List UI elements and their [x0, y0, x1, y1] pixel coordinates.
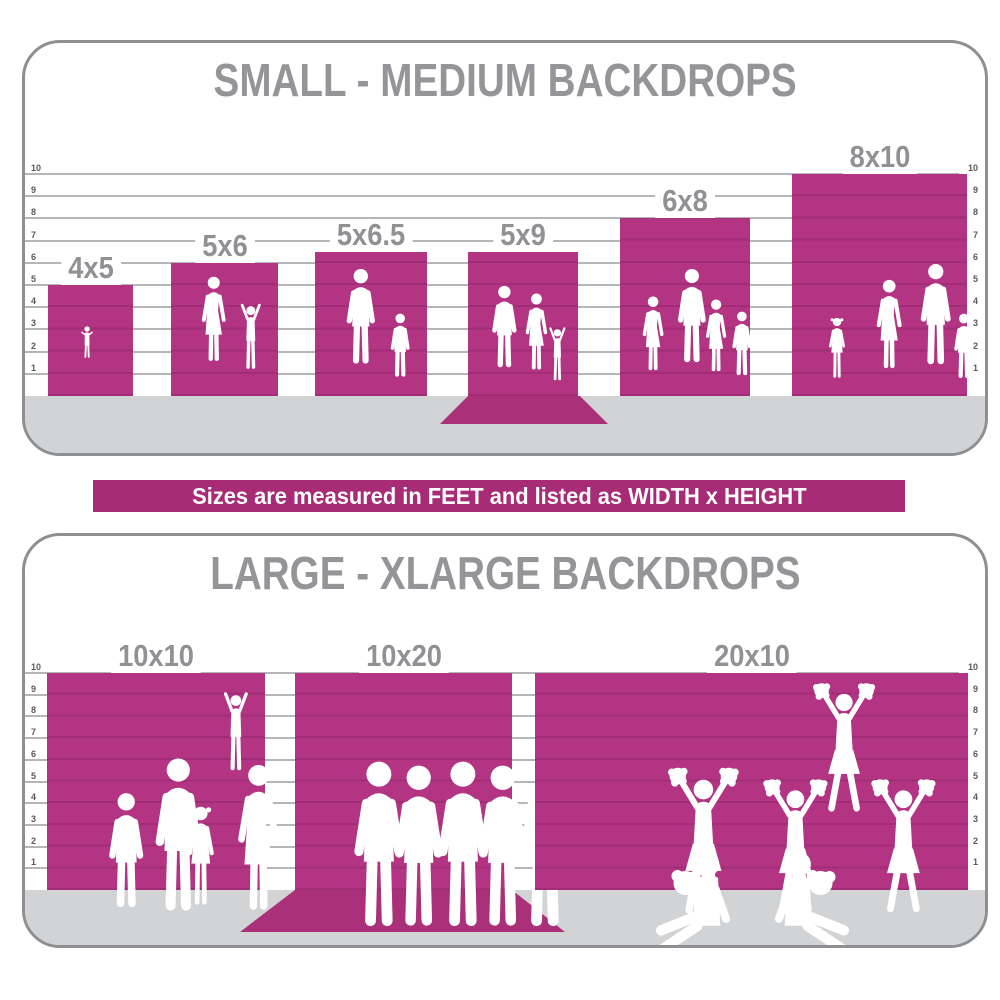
size-note-text: Sizes are measured in FEET and listed as… — [191, 483, 807, 509]
cheerleader-squad-silhouette — [535, 668, 968, 896]
scale-tick-right-3ft: 3 — [972, 318, 978, 329]
scale-tick-left-8ft: 8 — [29, 207, 39, 218]
gridline-10ft — [25, 173, 959, 175]
gridline-8ft — [25, 217, 959, 220]
father-with-boy-silhouette — [315, 261, 427, 403]
scale-tick-right-9ft: 9 — [972, 683, 978, 694]
toddler-girl-silhouette — [48, 317, 133, 403]
backdrop-size-label: 10x20 — [358, 640, 449, 673]
panel-title: LARGE - XLARGE BACKDROPS — [25, 546, 985, 600]
scale-tick-right-6ft: 6 — [972, 251, 978, 262]
ruler-scale-area: 4x5 5x6 5x6.5 5 — [25, 43, 985, 424]
scale-tick-left-9ft: 9 — [29, 185, 39, 196]
scale-tick-right-5ft: 5 — [972, 274, 978, 284]
scale-tick-left-6ft: 6 — [29, 251, 39, 262]
panel-title: SMALL - MEDIUM BACKDROPS — [25, 53, 985, 107]
scale-tick-left-5ft: 5 — [29, 274, 39, 284]
scale-tick-right-8ft: 8 — [972, 705, 978, 716]
scale-tick-right-4ft: 4 — [972, 792, 978, 803]
scale-tick-left-5ft: 5 — [29, 770, 39, 781]
ruler-scale-area: 10x10 10x20 — [25, 536, 985, 890]
backdrop-size-label: 5x6.5 — [329, 219, 413, 252]
backdrop-bar-4x5: 4x5 — [48, 252, 133, 396]
family-of-four-silhouette — [792, 258, 967, 403]
mother-with-child-silhouette — [171, 268, 278, 403]
scale-tick-left-10ft: 10 — [29, 662, 44, 672]
scale-tick-right-10ft: 10 — [967, 662, 978, 672]
scale-tick-left-3ft: 3 — [29, 813, 39, 824]
scale-tick-left-4ft: 4 — [29, 296, 39, 307]
scale-tick-left-2ft: 2 — [29, 835, 39, 846]
backdrop-bar-8x10: 8x10 — [792, 141, 967, 396]
scale-tick-left-3ft: 3 — [29, 318, 39, 329]
scale-tick-right-7ft: 7 — [972, 229, 978, 240]
scale-tick-right-5ft: 5 — [972, 770, 978, 781]
panel-large-xlarge: LARGE - XLARGE BACKDROPS 10x10 10x20 — [22, 533, 988, 948]
scale-tick-right-1ft: 1 — [972, 362, 978, 373]
scale-tick-right-6ft: 6 — [972, 748, 978, 759]
scale-tick-left-8ft: 8 — [29, 705, 39, 716]
scale-tick-left-1ft: 1 — [29, 362, 39, 373]
backdrop-size-label: 10x10 — [111, 640, 201, 673]
panel-title-text: SMALL - MEDIUM BACKDROPS — [213, 54, 797, 106]
floor-sweep-5x9 — [440, 396, 608, 424]
backdrop-size-label: 6x8 — [655, 185, 715, 218]
couple-with-child-silhouette — [468, 278, 578, 410]
scale-tick-right-1ft: 1 — [972, 857, 978, 868]
scale-tick-left-2ft: 2 — [29, 340, 39, 351]
backdrop-bar-6x8: 6x8 — [620, 185, 750, 396]
scale-tick-right-10ft: 10 — [967, 163, 978, 173]
family-of-four-silhouette — [620, 263, 750, 403]
backdrop-size-label: 8x10 — [842, 141, 917, 174]
gridline-7ft — [25, 239, 959, 242]
scale-tick-left-10ft: 10 — [29, 163, 44, 173]
backdrop-size-label: 20x10 — [706, 640, 797, 673]
family-group-silhouette — [47, 677, 265, 897]
size-note-banner: Sizes are measured in FEET and listed as… — [93, 480, 905, 512]
scale-tick-right-4ft: 4 — [972, 296, 978, 307]
backdrop-bar-5x9: 5x9 — [468, 219, 578, 396]
backdrop-bar-10x20: 10x20 — [295, 640, 512, 890]
scale-tick-right-2ft: 2 — [972, 340, 978, 351]
backdrop-bar-20x10: 20x10 — [535, 640, 968, 890]
scale-tick-left-9ft: 9 — [29, 683, 39, 694]
panel-small-medium: SMALL - MEDIUM BACKDROPS 4x5 5x6 5x6.5 — [22, 40, 988, 456]
scale-tick-right-2ft: 2 — [972, 835, 978, 846]
backdrop-size-label: 5x9 — [493, 219, 553, 252]
scale-tick-left-7ft: 7 — [29, 229, 39, 240]
backdrop-bar-5x6: 5x6 — [171, 230, 278, 396]
scale-tick-left-1ft: 1 — [29, 857, 39, 868]
backdrop-size-label: 5x6 — [194, 230, 255, 263]
scale-tick-right-8ft: 8 — [972, 207, 978, 218]
sports-team-silhouette — [295, 688, 512, 910]
backdrop-bar-5x6-5: 5x6.5 — [315, 219, 427, 396]
scale-tick-left-7ft: 7 — [29, 727, 39, 738]
scale-tick-right-9ft: 9 — [972, 185, 978, 196]
backdrop-size-label: 4x5 — [60, 252, 121, 285]
scale-tick-right-7ft: 7 — [972, 727, 978, 738]
backdrop-bar-10x10: 10x10 — [47, 640, 265, 890]
panel-title-text: LARGE - XLARGE BACKDROPS — [209, 547, 801, 599]
gridline-9ft — [25, 195, 959, 198]
scale-tick-left-4ft: 4 — [29, 792, 39, 803]
scale-tick-left-6ft: 6 — [29, 748, 39, 759]
scale-tick-right-3ft: 3 — [972, 813, 978, 824]
